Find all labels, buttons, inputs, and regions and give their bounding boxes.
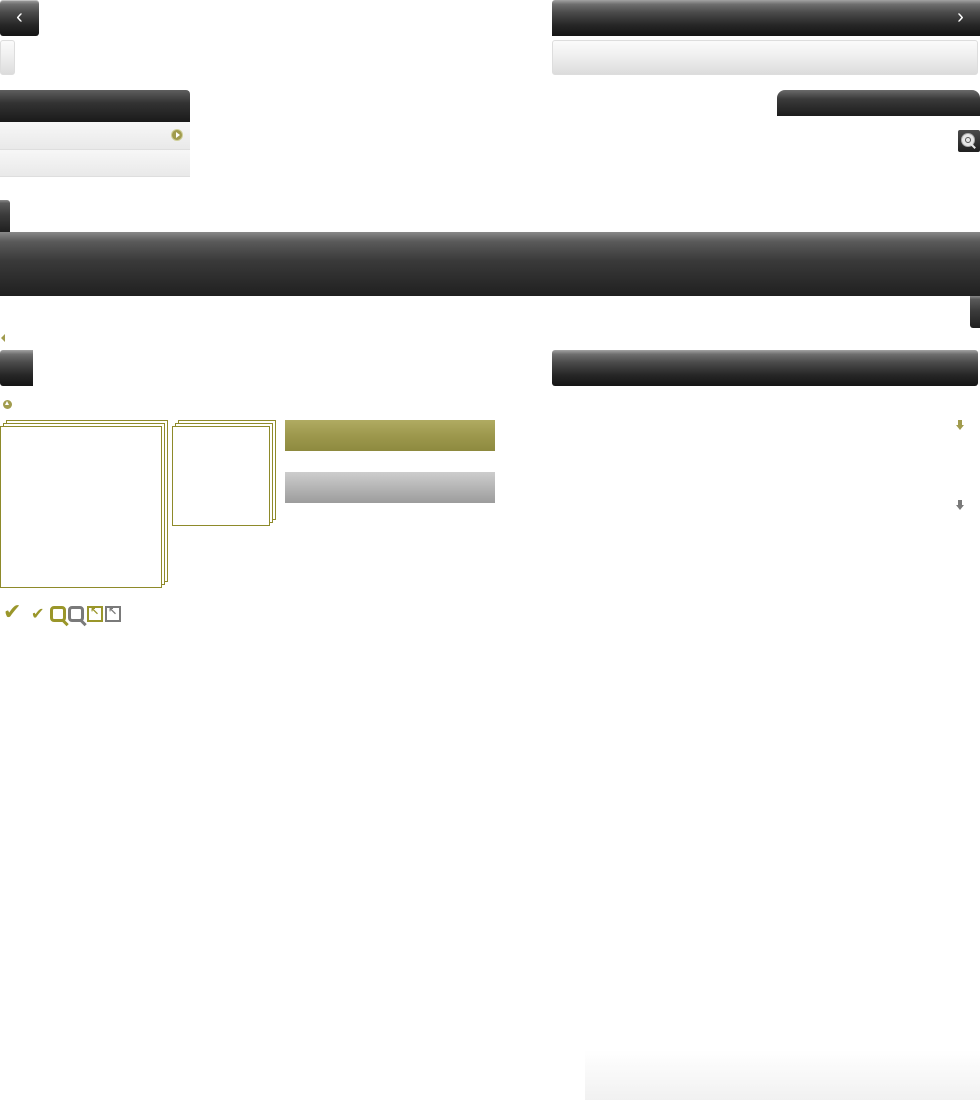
prev-button[interactable]: ‹ [0,0,39,36]
next-button[interactable]: › [941,0,980,36]
zoom-icon[interactable] [68,606,87,627]
banner-right-tab[interactable] [970,296,980,328]
collapse-box-icon[interactable] [105,605,121,622]
collapse-box-icon[interactable] [87,605,103,622]
sidebar-menu-header [0,90,190,122]
stack-frame-front[interactable] [0,426,162,588]
zoom-icon[interactable] [50,606,69,627]
arrow-up-circle-icon[interactable] [3,400,12,409]
primary-button[interactable] [285,420,495,451]
search-bar[interactable] [777,90,980,116]
collapse-left-icon[interactable] [1,334,5,342]
footer-fade [585,1050,980,1100]
top-header-bar [552,0,980,36]
small-stack-frame-front[interactable] [172,426,270,526]
search-button[interactable] [958,130,980,152]
left-subbar-tab[interactable] [0,40,15,75]
left-panel-header [0,350,33,386]
chevron-right-icon: › [957,6,964,28]
right-subbar [552,40,978,75]
checkmark-small-icon[interactable]: ✔ [31,604,45,623]
sidebar-item-1[interactable] [0,122,190,150]
arrow-down-icon[interactable] [956,420,964,430]
right-panel-header [552,350,978,386]
banner-left-tab[interactable] [0,200,10,232]
checkmark-icon[interactable]: ✔ [3,600,22,625]
chevron-left-icon: ‹ [16,6,23,28]
secondary-button[interactable] [285,472,495,503]
main-banner [0,232,980,296]
arrow-down-icon[interactable] [956,500,964,510]
play-circle-icon [172,130,182,140]
sidebar-item-2[interactable] [0,150,190,177]
search-input[interactable] [783,94,975,112]
